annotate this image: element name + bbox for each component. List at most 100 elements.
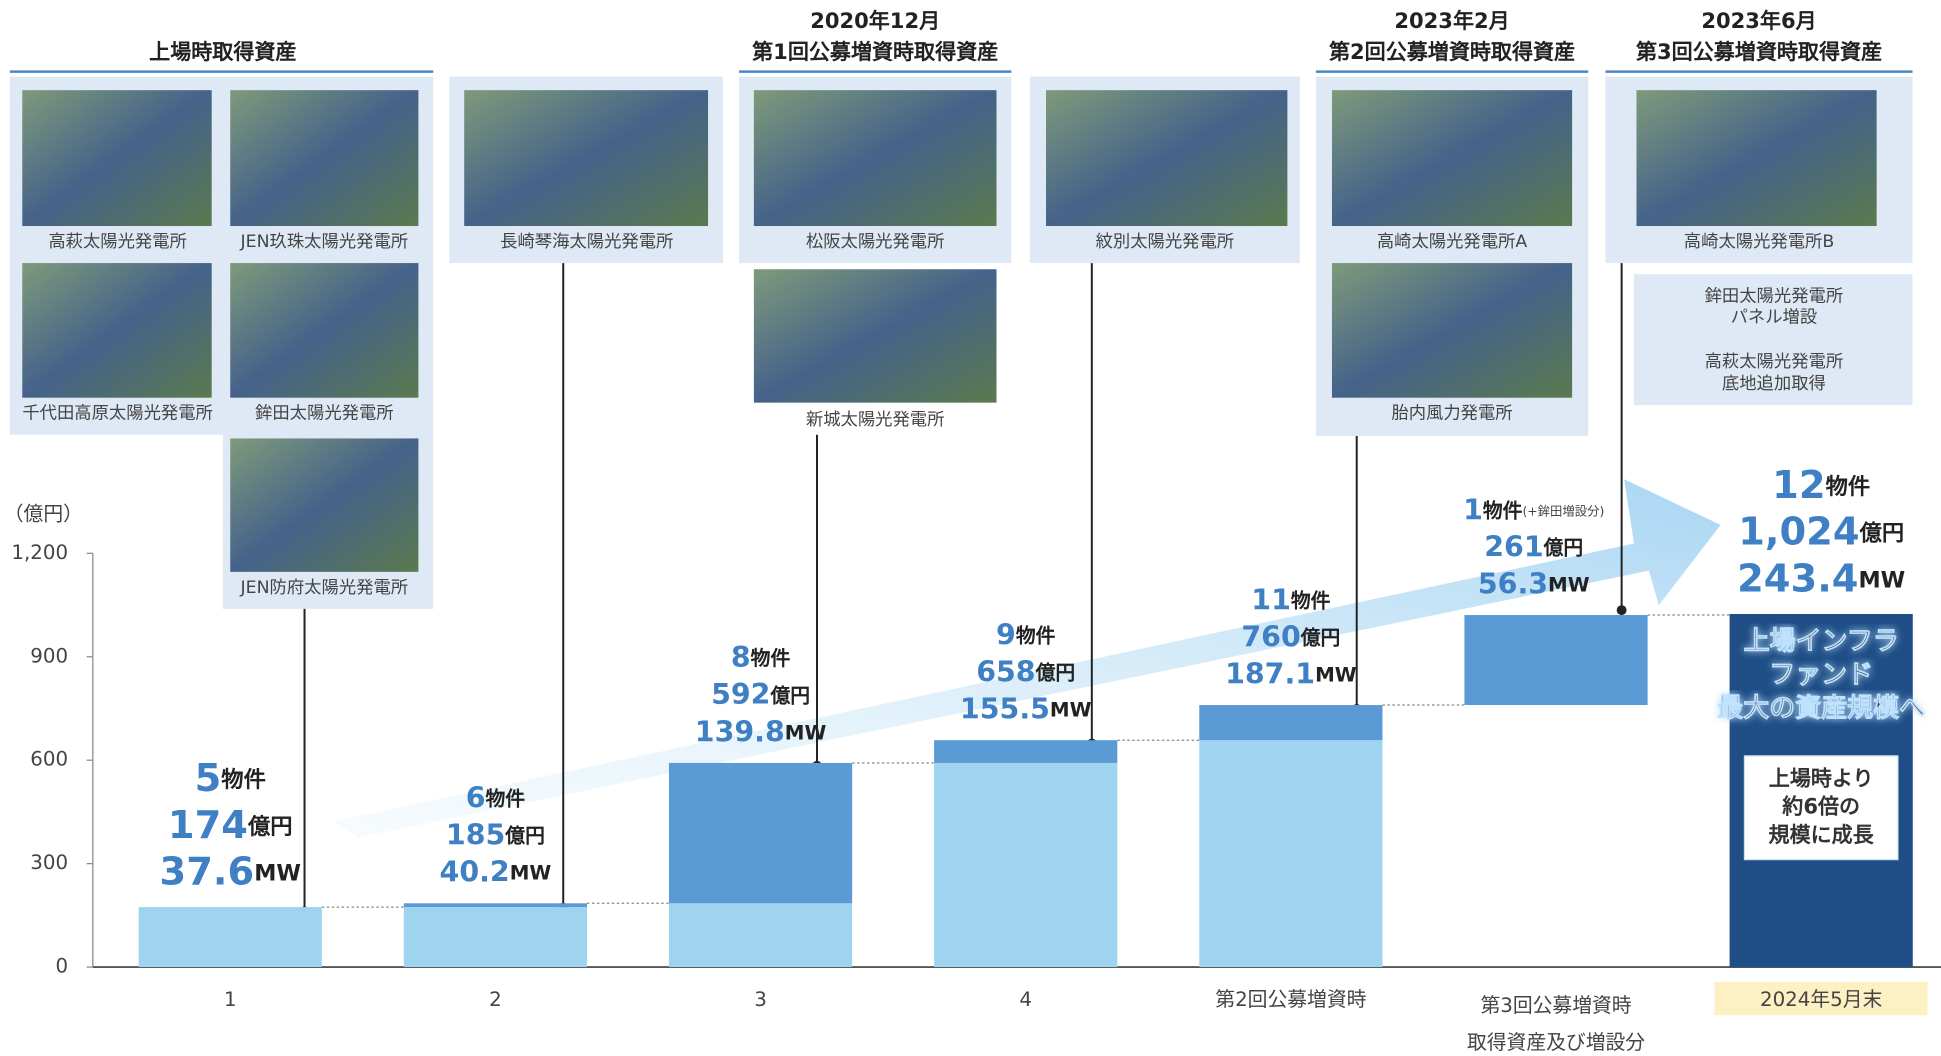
panel-heading: 2023年6月: [1701, 8, 1816, 33]
data-label: 9物件: [996, 618, 1056, 651]
label-unit: 億円: [1543, 536, 1584, 559]
data-label: 1,024億円: [1738, 509, 1904, 554]
leader-dot: [1616, 605, 1627, 616]
caption: 高崎太陽光発電所A: [1377, 232, 1528, 252]
callout-headline: 最大の資産規模へ: [1717, 693, 1925, 723]
x-tick-label: 第2回公募増資時: [1215, 988, 1366, 1011]
panel-heading: 第1回公募増資時取得資産: [752, 39, 998, 64]
panel-heading: 第3回公募増資時取得資産: [1636, 39, 1882, 64]
label-value: 174: [168, 802, 248, 847]
caption: 胎内風力発電所: [1391, 404, 1512, 424]
label-value: 155.5: [960, 693, 1050, 726]
label-unit: MW: [1858, 567, 1905, 593]
growth-arrow: [334, 479, 1721, 838]
bar-added: [1199, 705, 1383, 741]
caption: 松阪太陽光発電所: [806, 232, 945, 252]
label-value: 5: [195, 755, 222, 800]
note-box: [1634, 274, 1913, 406]
x-tick-label: 取得資産及び増設分: [1467, 1031, 1645, 1054]
data-label: 760億円: [1241, 620, 1340, 653]
data-label: 5物件: [195, 755, 266, 800]
caption: 新城太陽光発電所: [806, 410, 945, 430]
callout-headline: 上場インフラ: [1744, 627, 1899, 657]
label-value: 9: [996, 618, 1016, 651]
label-unit: 億円: [1300, 626, 1341, 649]
bar-previous: [1199, 740, 1383, 968]
bar-previous: [668, 903, 853, 968]
label-value: 185: [446, 819, 505, 852]
data-label: 155.5MW: [960, 693, 1092, 726]
photo: [230, 438, 419, 572]
bar-previous: [138, 907, 322, 968]
data-label: 185億円: [446, 819, 545, 852]
label-value: 11: [1251, 583, 1291, 616]
photo: [753, 90, 997, 227]
note: 高萩太陽光発電所: [1705, 352, 1844, 372]
data-label: 174億円: [168, 802, 293, 847]
label-value: 760: [1241, 620, 1300, 653]
caption: JEN玖珠太陽光発電所: [240, 232, 409, 252]
label-unit: MW: [1548, 573, 1590, 596]
bar-added: [934, 740, 1118, 763]
x-tick-label: 2: [489, 988, 502, 1011]
label-unit: 物件: [221, 765, 266, 792]
label-unit: 物件: [1483, 499, 1523, 522]
bar-previous: [403, 907, 588, 968]
note: パネル増設: [1731, 307, 1818, 327]
callout-box: [1743, 755, 1899, 861]
label-unit: 物件: [486, 787, 526, 810]
data-label: 658億円: [976, 656, 1075, 689]
label-note: (+鉾田増設分): [1522, 504, 1604, 518]
label-unit: 億円: [769, 684, 810, 707]
label-value: 1: [1463, 493, 1483, 526]
label-unit: 億円: [1859, 520, 1905, 546]
label-unit: 物件: [1826, 472, 1871, 499]
photo: [230, 263, 419, 398]
y-tick-label: 600: [30, 748, 68, 771]
label-value: 1,024: [1738, 509, 1859, 554]
x-tick-label: 3: [754, 988, 767, 1011]
y-unit: （億円）: [4, 503, 83, 526]
label-unit: MW: [785, 721, 827, 744]
label-unit: MW: [1315, 663, 1357, 686]
caption: 高萩太陽光発電所: [48, 232, 187, 252]
label-value: 56.3: [1478, 567, 1548, 600]
caption: 紋別太陽光発電所: [1096, 232, 1235, 252]
data-label: 37.6MW: [160, 849, 301, 894]
photo: [1046, 90, 1288, 227]
data-label: 56.3MW: [1478, 567, 1590, 600]
callout-headline: ファンド: [1769, 660, 1873, 690]
label-value: 592: [711, 678, 770, 711]
photo: [1636, 90, 1877, 227]
data-label: 12物件: [1772, 462, 1870, 507]
bar-added: [1464, 615, 1648, 706]
data-label: 6物件: [466, 782, 526, 815]
data-label: 243.4MW: [1737, 556, 1905, 601]
callout-text: 規模に成長: [1769, 822, 1875, 847]
data-label: 592億円: [711, 678, 810, 711]
panel-heading: 2023年2月: [1394, 8, 1509, 33]
data-label: 261億円: [1484, 530, 1583, 563]
photo: [464, 90, 709, 227]
label-value: 261: [1484, 530, 1543, 563]
label-unit: MW: [254, 860, 301, 886]
label-value: 12: [1772, 462, 1825, 507]
category-highlight: [1714, 981, 1928, 1016]
y-tick-label: 1,200: [11, 541, 68, 564]
photo: [22, 263, 212, 398]
label-unit: 物件: [1291, 589, 1331, 612]
bar-added: [668, 762, 853, 904]
label-value: 139.8: [695, 715, 785, 748]
callout-text: 約6倍の: [1781, 794, 1860, 819]
data-label: 187.1MW: [1225, 657, 1357, 690]
note: 鉾田太陽光発電所: [1705, 286, 1844, 306]
label-value: 8: [731, 641, 751, 674]
label-unit: 物件: [751, 647, 791, 670]
note: 底地追加取得: [1722, 374, 1826, 394]
photo: [230, 90, 419, 227]
photo: [753, 269, 997, 403]
label-value: 243.4: [1737, 556, 1858, 601]
label-value: 187.1: [1225, 657, 1315, 690]
